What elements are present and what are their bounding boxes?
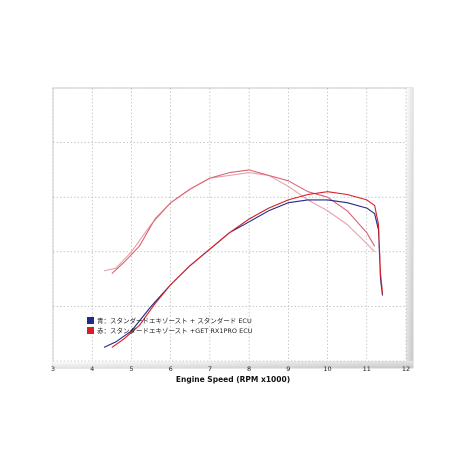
x-axis-label: Engine Speed (RPM x1000)	[176, 375, 290, 384]
series-lines	[103, 169, 384, 348]
x-tick-label: 5	[129, 365, 133, 373]
x-tick-label: 8	[247, 365, 251, 373]
legend: 青：スタンダードエキゾースト + スタンダード ECU 赤：スタンダードエキゾー…	[87, 316, 253, 335]
x-tick-label: 11	[363, 365, 371, 373]
series-line-power-rx1pro	[111, 191, 384, 348]
x-tick-label: 10	[323, 365, 331, 373]
plot-panel-shadow-right	[406, 88, 413, 368]
plot-panel-shadow-bottom	[53, 361, 413, 368]
x-tick-label: 9	[286, 365, 290, 373]
x-tick-label: 7	[208, 365, 212, 373]
legend-swatch-0	[87, 317, 94, 324]
series-line-power-standard	[103, 199, 384, 348]
legend-label-0: 青：スタンダードエキゾースト + スタンダード ECU	[97, 316, 252, 325]
x-tick-label: 6	[169, 365, 173, 373]
series-line-torque-rx1pro	[111, 169, 376, 275]
plot-panel	[52, 87, 414, 369]
x-tick-label: 12	[402, 365, 410, 373]
legend-label-1: 赤：スタンダードエキゾースト +GET RX1PRO ECU	[97, 326, 253, 335]
x-tick-label: 3	[51, 365, 55, 373]
x-tick-label: 4	[90, 365, 94, 373]
x-tick-labels: 3 4 5 6 7 8 9 10 11 12	[51, 365, 410, 373]
legend-swatch-1	[87, 327, 94, 334]
grid-lines	[52, 87, 407, 362]
series-line-torque-standard	[103, 172, 375, 272]
